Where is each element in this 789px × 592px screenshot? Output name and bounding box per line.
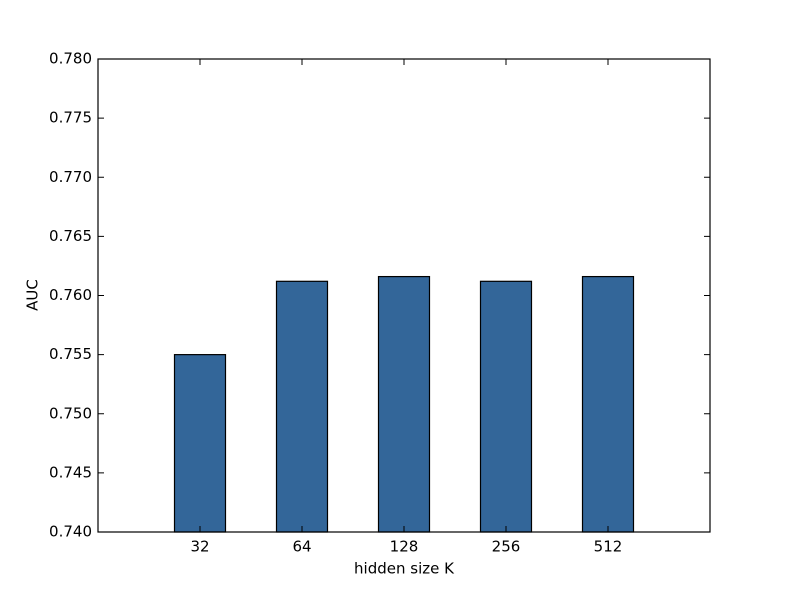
y-tick-label: 0.750	[49, 404, 92, 422]
y-tick-label: 0.780	[49, 50, 92, 68]
bar	[275, 280, 329, 533]
bar	[377, 275, 431, 533]
y-tick-label: 0.740	[49, 523, 92, 541]
x-tick-label: 128	[390, 538, 419, 556]
y-axis-label: AUC	[24, 279, 42, 311]
bar	[479, 280, 533, 533]
bar	[581, 275, 635, 533]
y-tick-label: 0.770	[49, 168, 92, 186]
bar	[173, 354, 227, 533]
y-tick-label: 0.760	[49, 286, 92, 304]
y-tick-label: 0.775	[49, 109, 92, 127]
x-tick-label: 512	[594, 538, 623, 556]
y-tick-label: 0.755	[49, 345, 92, 363]
x-tick-label: 64	[292, 538, 311, 556]
y-tick-label: 0.745	[49, 463, 92, 481]
x-tick-label: 32	[190, 538, 209, 556]
y-tick-label: 0.765	[49, 227, 92, 245]
plot-frame	[97, 58, 711, 533]
x-axis-label: hidden size K	[354, 560, 455, 578]
x-tick-label: 256	[492, 538, 521, 556]
